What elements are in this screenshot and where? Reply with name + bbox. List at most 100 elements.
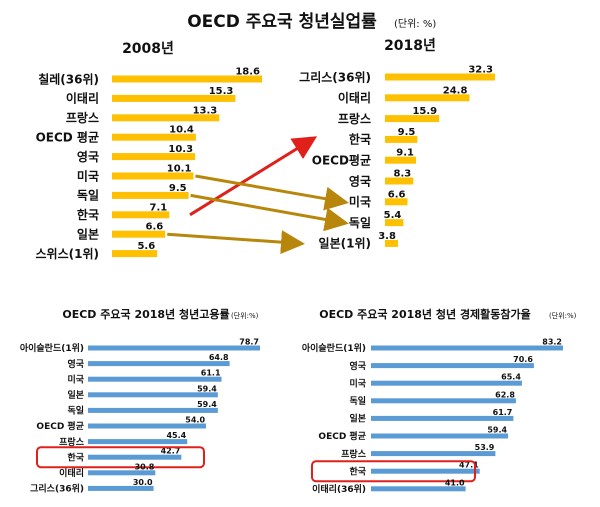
chart-title: 2008년 xyxy=(122,41,174,57)
category-label: 일본(1위) xyxy=(319,237,371,251)
category-label: 스위스(1위) xyxy=(36,247,99,261)
value-label: 70.6 xyxy=(513,355,533,364)
chart-title: OECD 주요국 2018년 청년 경제활동참가율 xyxy=(319,307,531,321)
rank-change-arrows xyxy=(167,136,349,255)
category-label: 영국 xyxy=(349,360,366,372)
category-label: 아이슬란드(1위) xyxy=(302,342,366,354)
category-label: OECD평균 xyxy=(312,154,371,168)
category-label: 이태리 xyxy=(338,90,371,105)
value-label: 41.0 xyxy=(445,478,465,487)
chart-title: OECD 주요국 2018년 청년고용률 xyxy=(62,307,229,321)
bar xyxy=(88,454,182,460)
category-label: OECD 평균 xyxy=(36,131,99,145)
bar xyxy=(88,470,156,476)
value-label: 61.1 xyxy=(201,369,221,378)
bar xyxy=(112,133,196,141)
category-label: 그리스(36위) xyxy=(299,69,371,84)
value-label: 24.8 xyxy=(443,85,468,96)
category-label: 한국 xyxy=(67,451,84,463)
value-label: 59.4 xyxy=(197,400,217,409)
value-label: 9.1 xyxy=(396,148,414,159)
rank-arrow xyxy=(190,193,349,232)
bar xyxy=(371,380,522,386)
highlight-box xyxy=(36,446,205,469)
bar xyxy=(371,345,563,351)
bar xyxy=(385,219,404,227)
chart-title: 2018년 xyxy=(384,38,436,54)
category-label: 칠레(36위) xyxy=(38,71,99,86)
value-label: 54.0 xyxy=(185,416,205,425)
value-label: 45.4 xyxy=(166,431,186,440)
value-label: 42.7 xyxy=(161,447,181,456)
bar xyxy=(112,114,220,122)
bar xyxy=(385,73,495,81)
bar xyxy=(88,361,230,367)
value-label: 59.4 xyxy=(197,384,217,393)
category-label: 그리스(36위) xyxy=(30,483,84,495)
value-label: 18.6 xyxy=(235,67,260,78)
value-label: 59.4 xyxy=(487,426,507,435)
main-title-unit: (단위: %) xyxy=(394,17,436,30)
value-label: 83.2 xyxy=(542,338,562,347)
bar xyxy=(385,156,416,164)
value-label: 10.1 xyxy=(167,164,192,175)
category-label: 미국 xyxy=(349,194,371,209)
value-label: 5.6 xyxy=(137,241,155,252)
value-label: 10.4 xyxy=(169,125,194,136)
value-label: 78.7 xyxy=(239,338,259,347)
bar xyxy=(385,94,470,102)
category-label: OECD 평균 xyxy=(36,420,84,432)
bar xyxy=(371,398,516,404)
bar xyxy=(112,191,189,199)
category-label: 일본 xyxy=(67,389,84,401)
bar xyxy=(88,485,154,491)
bar xyxy=(88,439,188,445)
value-label: 15.3 xyxy=(209,86,234,97)
bar xyxy=(88,407,218,413)
category-label: 프랑스 xyxy=(66,111,99,125)
bar xyxy=(112,172,194,180)
bar xyxy=(112,94,236,102)
value-label: 53.9 xyxy=(475,443,495,452)
bar xyxy=(112,250,158,258)
chart-unit: (단위:%) xyxy=(231,311,259,320)
bar xyxy=(112,230,166,238)
category-label: 독일 xyxy=(349,216,371,230)
category-label: 이태리 xyxy=(59,467,84,479)
category-label: 미국 xyxy=(77,168,99,183)
category-label: 미국 xyxy=(67,373,84,385)
bar xyxy=(88,376,222,382)
category-label: 일본 xyxy=(77,228,99,242)
category-label: 영국 xyxy=(77,149,99,164)
value-label: 6.6 xyxy=(388,189,406,200)
category-label: 이태리(36위) xyxy=(312,483,366,495)
bar xyxy=(88,392,218,398)
bar xyxy=(385,177,414,185)
value-label: 10.3 xyxy=(168,144,193,155)
bar xyxy=(371,451,496,457)
rank-arrow xyxy=(167,230,305,255)
value-label: 30.8 xyxy=(135,462,155,471)
category-label: 아이슬란드(1위) xyxy=(20,342,84,354)
value-label: 9.5 xyxy=(398,127,416,138)
category-label: 한국 xyxy=(349,132,371,147)
category-label: 일본 xyxy=(349,413,366,425)
category-label: 독일 xyxy=(67,405,84,417)
category-label: 미국 xyxy=(349,377,366,389)
value-label: 5.4 xyxy=(384,210,402,221)
bar xyxy=(371,486,466,492)
value-label: 64.8 xyxy=(209,353,229,362)
value-label: 65.4 xyxy=(501,373,521,382)
value-label: 9.5 xyxy=(169,183,187,194)
bar xyxy=(385,198,408,206)
value-label: 32.3 xyxy=(468,65,493,76)
category-label: 한국 xyxy=(349,465,366,477)
value-label: 3.8 xyxy=(378,231,396,242)
category-label: 프랑스 xyxy=(338,112,371,126)
category-label: 영국 xyxy=(349,173,371,188)
bar xyxy=(88,345,260,351)
chart-2018-participation-rate: OECD 주요국 2018년 청년 경제활동참가율 (단위:%) 아이슬란드(1위)… xyxy=(302,307,577,495)
